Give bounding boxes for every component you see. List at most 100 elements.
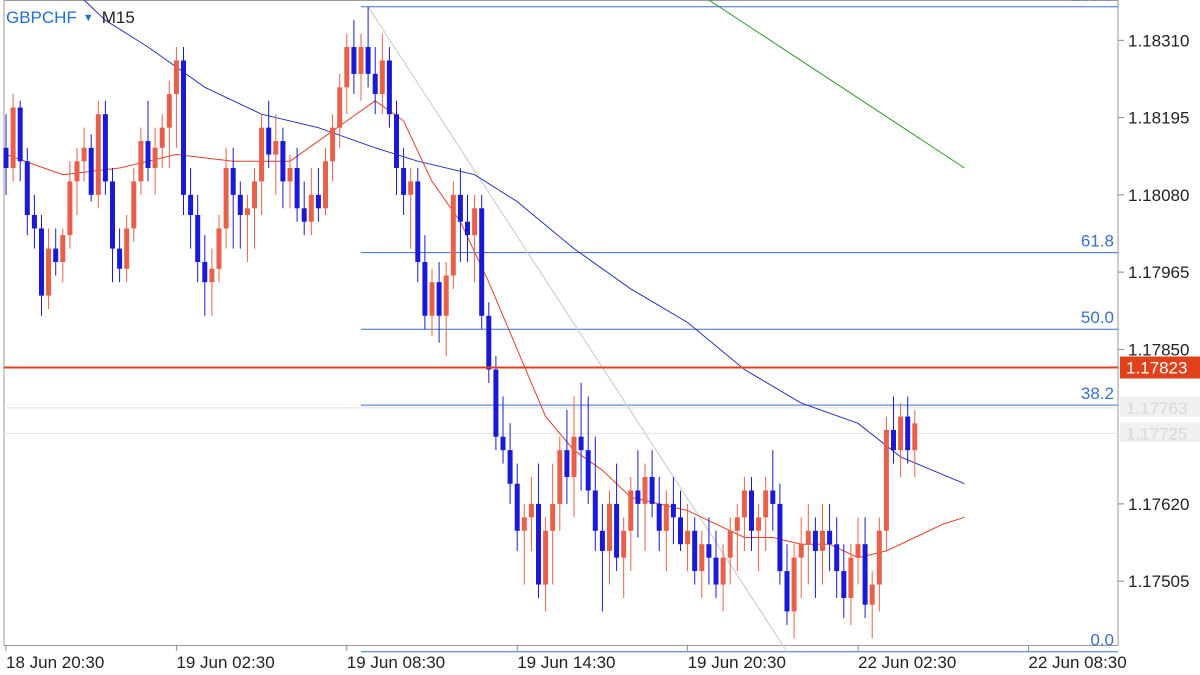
candle-body [841,571,847,598]
candle-body [635,490,641,504]
candle-body [308,194,314,222]
x-tick-label: 22 Jun 02:30 [858,653,956,672]
candle-body [31,215,37,229]
y-tick-label: 1.17965 [1128,263,1189,282]
candle-body [820,530,825,551]
candle-body [827,530,833,545]
candle-body [188,194,194,215]
candle-body [692,530,698,572]
candle-body [166,94,172,128]
fib-level-label: 38.2 [1081,384,1114,403]
fib-level-label: 50.0 [1081,308,1114,327]
candle-body [24,161,30,215]
faded-price-label: 1.17763 [1126,399,1187,418]
candle-body [848,557,854,598]
candle-body [53,248,59,263]
candle-body [528,503,534,518]
candle-body [386,60,392,115]
candle-body [436,282,442,316]
candle-body [88,147,94,195]
candle-body [777,503,783,572]
symbol-label[interactable]: GBPCHF [6,8,77,27]
candle-body [763,490,769,518]
candle-body [273,141,279,155]
candle-body [614,503,620,558]
candle-body [465,221,470,236]
candle-body [883,430,889,531]
candle-body [741,490,747,518]
candle-body [855,544,861,558]
candle-body [202,262,208,283]
candle-body [237,194,243,215]
plot-frame [3,0,1119,646]
timeframe-label[interactable]: M15 [101,8,135,27]
candle-body [301,208,307,222]
y-tick-label: 1.18310 [1128,31,1189,50]
candle-body [607,503,612,551]
candle-body [834,544,840,572]
y-tick-label: 1.17620 [1128,495,1189,514]
candle-body [507,450,513,484]
x-tick-label: 19 Jun 08:30 [347,653,445,672]
candle-body [259,127,265,182]
chart-header[interactable]: GBPCHF ▼ M15 [6,8,135,28]
candle-body [379,60,385,95]
candle-body [39,228,44,296]
candle-body [756,517,762,531]
candle-body [585,450,591,491]
candle-body [663,503,669,531]
candle-body [912,423,918,451]
y-tick-label: 1.18080 [1128,186,1189,205]
fib-level-label: 100.0 [1071,0,1114,5]
candle-body [67,181,73,236]
candle-body [869,584,875,605]
candle-body [536,503,541,585]
candle-body [706,544,712,558]
candle-body [621,530,627,558]
candle-body [3,147,9,168]
candle-body [429,282,435,316]
candle-body [365,47,371,74]
candle-body [557,450,563,504]
candle-body [891,430,896,451]
ma-slow-line [83,0,965,485]
candle-body [252,181,257,209]
candle-body [727,530,733,558]
candle-body [905,416,911,451]
candle-body [323,161,328,209]
candle-body [394,114,399,168]
candle-body [223,167,229,229]
candle-body [46,248,52,296]
candle-body [812,530,818,551]
candle-body [131,181,137,229]
candle-body [337,87,343,128]
candle-body [876,530,882,585]
candle-body [571,436,577,478]
candle-body [102,114,108,182]
candle-body [81,147,87,162]
candle-body [898,416,904,451]
candle-body [500,436,506,451]
candle-body [358,47,364,74]
current-price-label: 1.17823 [1126,359,1187,378]
candle-body [266,127,272,155]
fib-level-label: 0.0 [1090,631,1114,650]
candle-body [798,544,804,558]
candle-body [330,127,336,162]
candle-body [720,557,726,585]
candle-body [138,141,144,182]
caret-down-icon[interactable]: ▼ [82,12,94,24]
x-tick-label: 19 Jun 02:30 [176,653,274,672]
ma-long-line [708,0,965,169]
candle-body [315,194,321,209]
candle-body [195,215,201,263]
candle-body [564,450,570,478]
y-tick-label: 1.17505 [1128,572,1189,591]
candle-body [95,114,101,195]
candle-body [749,490,754,531]
candle-body [74,161,80,182]
candle-body [457,194,463,222]
fib-trendline [367,6,788,653]
